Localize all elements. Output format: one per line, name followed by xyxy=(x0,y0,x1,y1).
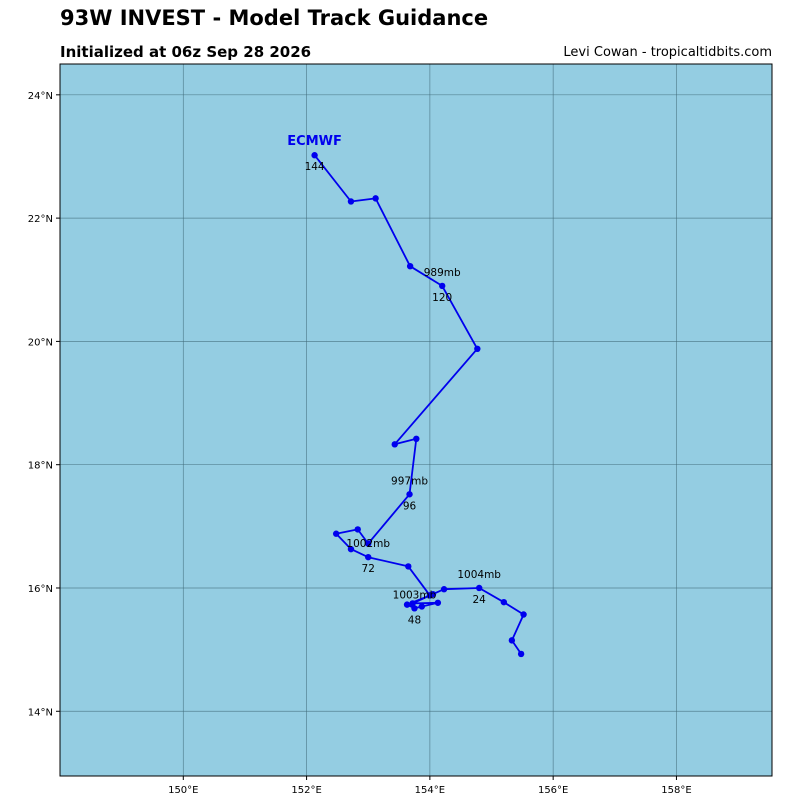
track-point xyxy=(409,600,416,607)
forecast-hour-label: 144 xyxy=(305,161,325,173)
pressure-label: 989mb xyxy=(424,267,461,279)
track-point xyxy=(475,584,483,592)
track-point xyxy=(418,603,426,610)
credit-text: Levi Cowan - tropicaltidbits.com xyxy=(563,45,772,60)
track-point xyxy=(474,345,481,352)
y-tick-label: 18°N xyxy=(28,461,53,472)
model-tracks: 1004mb 24 1003mb 48 1002mb 72 997mb 96 989mb 120 1… xyxy=(287,134,527,658)
track-point xyxy=(426,592,434,599)
x-tick-label: 154°E xyxy=(415,785,445,796)
forecast-hour-label: 24 xyxy=(472,594,486,606)
track-point xyxy=(411,605,418,612)
track-point xyxy=(391,441,398,448)
y-tick-label: 24°N xyxy=(28,91,53,102)
forecast-hour-label: 96 xyxy=(403,500,417,512)
track-point xyxy=(508,637,516,644)
track-line xyxy=(313,154,525,655)
pressure-label: 1003mb xyxy=(393,589,437,601)
forecast-hour-label: 120 xyxy=(432,292,452,304)
track-point xyxy=(413,435,420,443)
track-point xyxy=(440,586,448,593)
axis-ticks: 150°E 152°E 154°E 156°E 158°E 14°N 16°N 18°N 20°… xyxy=(28,91,692,796)
track-point xyxy=(365,553,372,561)
track-point xyxy=(406,491,413,498)
chart-title: 93W INVEST - Model Track Guidance xyxy=(60,6,489,30)
track-point xyxy=(354,526,361,533)
x-tick-label: 150°E xyxy=(168,785,198,796)
forecast-hour-label: 72 xyxy=(362,563,375,575)
y-tick-label: 20°N xyxy=(28,337,53,348)
track-point xyxy=(365,540,372,547)
track-point xyxy=(332,530,340,537)
track-point xyxy=(347,198,355,205)
track-point xyxy=(517,650,525,658)
track-point xyxy=(406,262,414,270)
track-point xyxy=(405,563,412,570)
x-tick-label: 152°E xyxy=(291,785,321,796)
track-point xyxy=(520,611,527,618)
track-point xyxy=(403,601,411,608)
pressure-label: 997mb xyxy=(391,475,428,487)
plot-frame xyxy=(59,63,773,777)
track-point xyxy=(500,598,508,606)
y-tick-label: 14°N xyxy=(28,707,53,718)
pressure-label: 1004mb xyxy=(457,569,501,581)
track-point xyxy=(434,599,442,606)
track-point xyxy=(372,195,379,202)
y-tick-label: 22°N xyxy=(28,214,53,225)
x-tick-label: 156°E xyxy=(538,785,568,796)
track-point xyxy=(311,152,318,159)
forecast-hour-label: 48 xyxy=(408,614,421,626)
model-name-label: ECMWF xyxy=(287,134,342,149)
chart-subtitle: Initialized at 06z Sep 28 2026 xyxy=(60,43,312,61)
y-tick-label: 16°N xyxy=(28,584,53,595)
track-point xyxy=(438,282,446,290)
track-point xyxy=(347,545,355,553)
x-tick-label: 158°E xyxy=(661,785,691,796)
graticule xyxy=(60,64,772,776)
pressure-label: 1002mb xyxy=(346,538,390,550)
